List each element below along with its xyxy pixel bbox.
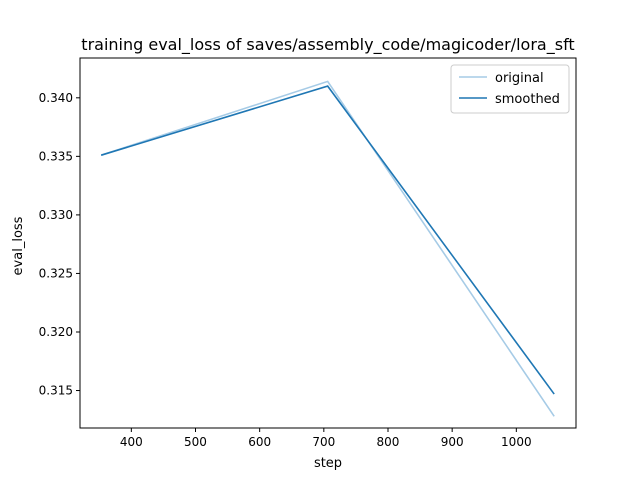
- legend-label-smoothed: smoothed: [495, 92, 560, 107]
- y-axis-label: eval_loss: [11, 216, 26, 275]
- x-axis: 400 500 600 700 800 900 1000: [120, 428, 532, 449]
- y-tick-label: 0.325: [39, 266, 73, 280]
- x-tick-label: 700: [312, 435, 335, 449]
- plot-frame: [79, 57, 577, 429]
- x-tick-label: 600: [248, 435, 271, 449]
- x-tick-label: 800: [377, 435, 400, 449]
- y-tick-label: 0.315: [39, 384, 73, 398]
- y-tick-label: 0.340: [39, 91, 73, 105]
- series-line-smoothed: [100, 85, 555, 395]
- plot-area: [100, 80, 555, 417]
- legend-label-original: original: [495, 71, 544, 86]
- x-tick-label: 1000: [501, 435, 532, 449]
- y-tick-label: 0.320: [39, 325, 73, 339]
- x-tick-label: 900: [441, 435, 464, 449]
- chart-title: training eval_loss of saves/assembly_cod…: [81, 35, 574, 55]
- legend: original smoothed: [450, 64, 570, 114]
- x-tick-label: 400: [120, 435, 143, 449]
- series-line-original: [100, 80, 555, 417]
- y-tick-label: 0.335: [39, 149, 73, 163]
- y-axis: 0.315 0.320 0.325 0.330 0.335 0.340: [39, 91, 80, 398]
- x-tick-label: 500: [184, 435, 207, 449]
- y-tick-label: 0.330: [39, 208, 73, 222]
- x-axis-label: step: [314, 456, 342, 471]
